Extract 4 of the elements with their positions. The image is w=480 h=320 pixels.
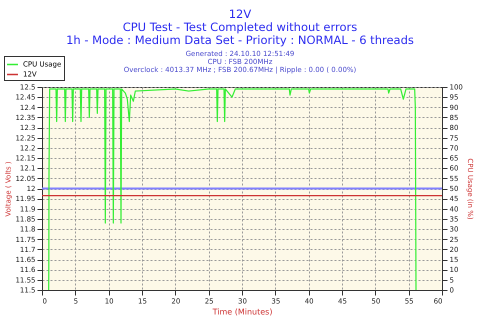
chart-title: 12V: [228, 7, 252, 21]
chart-subtitle: CPU Test - Test Completed without errors 1h - Mode : Medium Data Set - Priority : NORMAL - 6 threads: [65, 20, 415, 47]
line-series: [48, 88, 417, 290]
x-axis-title: Time (Minutes): [212, 308, 272, 316]
